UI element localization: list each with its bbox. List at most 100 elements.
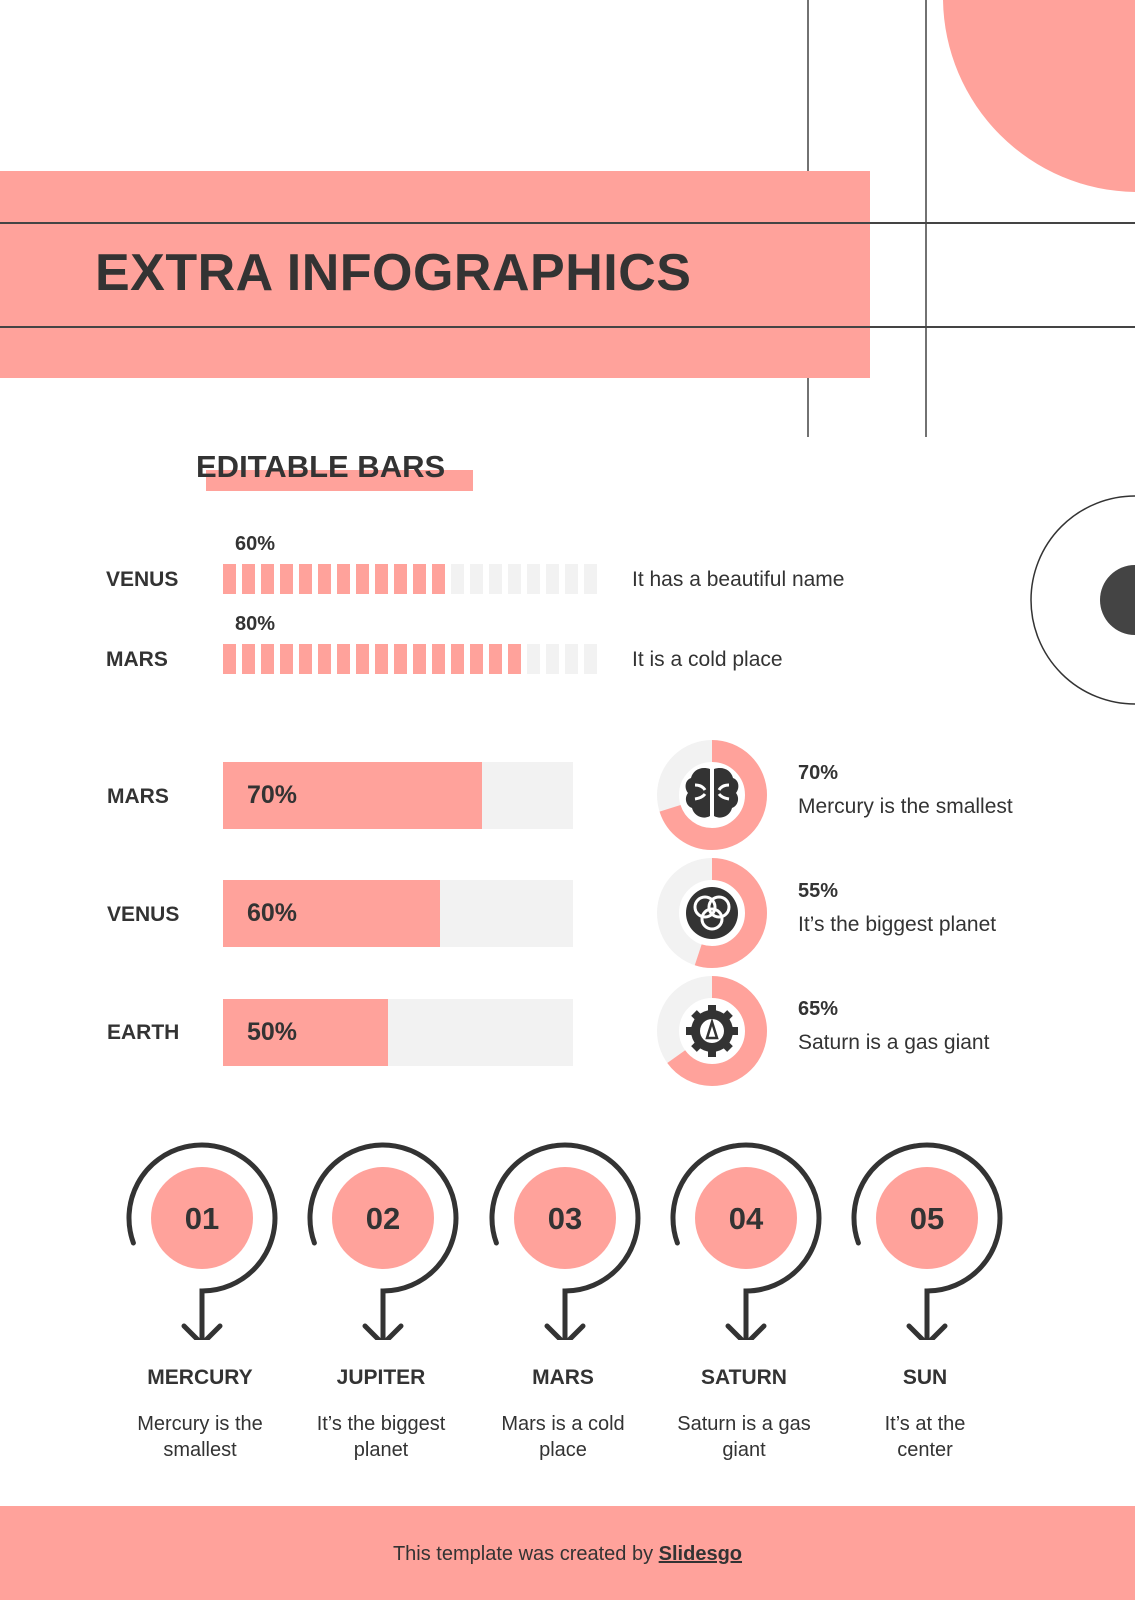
page-title: EXTRA INFOGRAPHICS xyxy=(95,244,692,302)
step-description: Mars is a cold xyxy=(501,1413,625,1435)
segment-bar-percent: 60% xyxy=(235,533,276,555)
donut-arc xyxy=(657,858,767,968)
bar-segment xyxy=(451,564,464,594)
progress-bar-fill xyxy=(223,880,440,947)
step-number: 04 xyxy=(729,1201,764,1236)
steps-graphic: 01 02 03 04 05 xyxy=(126,1142,1003,1340)
donut-percent: 70% xyxy=(798,762,839,784)
step-arrow-icon: 04 xyxy=(670,1142,822,1340)
step-title: SUN xyxy=(902,1366,948,1389)
step-number-circle xyxy=(332,1167,434,1269)
step-description: Mercury is the xyxy=(137,1413,263,1435)
segment-bar-track xyxy=(223,644,597,674)
divider xyxy=(0,222,1135,224)
bar-segment xyxy=(299,564,312,594)
bar-segment xyxy=(299,644,312,674)
bar-segment xyxy=(546,564,559,594)
bar-segment xyxy=(242,564,255,594)
bar-segment xyxy=(394,644,407,674)
bar-segment xyxy=(584,644,597,674)
bar-segment xyxy=(337,644,350,674)
footer-text: This template was created by Slidesgo xyxy=(0,1543,1135,1566)
slidesgo-link[interactable]: Slidesgo xyxy=(658,1543,743,1565)
progress-bar: 70% xyxy=(223,762,573,829)
step-number: 02 xyxy=(366,1201,400,1236)
gear-icon xyxy=(686,1005,738,1057)
quarter-circle-decoration xyxy=(943,0,1135,192)
step-number-circle xyxy=(695,1167,797,1269)
step-description: center xyxy=(897,1439,953,1461)
divider xyxy=(0,326,1135,328)
step-arrow-icon: 05 xyxy=(851,1142,1003,1340)
bar-segment xyxy=(413,564,426,594)
step-title: MARS xyxy=(532,1366,594,1389)
segment-bar-track xyxy=(223,564,597,594)
bar-segment xyxy=(356,644,369,674)
bar-segment xyxy=(223,564,236,594)
step-number: 01 xyxy=(185,1201,219,1236)
bar-segment xyxy=(261,564,274,594)
venn-icon xyxy=(686,887,738,939)
segment-bar-percent: 80% xyxy=(235,613,276,635)
donut-chart xyxy=(657,976,767,1086)
bar-segment xyxy=(280,564,293,594)
step-number: 03 xyxy=(548,1201,582,1236)
bar-segment xyxy=(375,564,388,594)
bar-segment xyxy=(527,564,540,594)
progress-bar-fill xyxy=(223,762,482,829)
donut-description: Saturn is a gas giant xyxy=(798,1031,990,1054)
bar-segment xyxy=(565,644,578,674)
step-arrow-icon: 01 xyxy=(126,1142,278,1340)
bar-segment xyxy=(394,564,407,594)
bar-segment xyxy=(242,644,255,674)
brain-icon xyxy=(685,768,739,818)
title-band xyxy=(0,171,870,378)
step-description: It’s at the xyxy=(884,1413,966,1435)
step-description: It’s the biggest xyxy=(316,1413,446,1435)
donut-arc xyxy=(657,976,767,1086)
bar-segment xyxy=(470,644,483,674)
step-title: JUPITER xyxy=(336,1366,426,1389)
outline-circle-decoration xyxy=(1030,495,1135,705)
progress-bar-fill xyxy=(223,999,388,1066)
step-description: planet xyxy=(353,1439,409,1461)
bar-segment xyxy=(489,564,502,594)
donut-chart xyxy=(657,858,767,968)
step-title: SATURN xyxy=(701,1366,787,1389)
step-number-circle xyxy=(514,1167,616,1269)
donut-description: Mercury is the smallest xyxy=(798,795,1013,818)
section-subtitle: EDITABLE BARS xyxy=(196,449,446,484)
step-number-circle xyxy=(876,1167,978,1269)
bar-segment xyxy=(223,644,236,674)
bar-segment xyxy=(508,564,521,594)
step-arrow-icon: 03 xyxy=(489,1142,641,1340)
bar-segment xyxy=(565,564,578,594)
bar-segment xyxy=(527,644,540,674)
subtitle-underline xyxy=(206,470,473,491)
bar-segment xyxy=(546,644,559,674)
progress-bar: 50% xyxy=(223,999,573,1066)
bar-segment xyxy=(413,644,426,674)
bar-segment xyxy=(584,564,597,594)
bar-segment xyxy=(375,644,388,674)
segment-bar-description: It has a beautiful name xyxy=(632,568,845,591)
bar-segment xyxy=(261,644,274,674)
bar-segment xyxy=(489,644,502,674)
step-description: place xyxy=(539,1439,587,1461)
progress-bar-value: 50% xyxy=(247,1018,298,1046)
segment-bar-description: It is a cold place xyxy=(632,648,783,671)
bar-segment xyxy=(318,564,331,594)
donut-percent: 55% xyxy=(798,880,839,902)
progress-bar-label: EARTH xyxy=(107,1021,180,1044)
step-description: giant xyxy=(722,1439,766,1461)
footer xyxy=(0,1506,1135,1600)
bar-segment xyxy=(508,644,521,674)
step-number: 05 xyxy=(910,1201,944,1236)
donut-description: It’s the biggest planet xyxy=(798,913,997,936)
step-arrow-icon: 02 xyxy=(307,1142,459,1340)
bar-segment xyxy=(470,564,483,594)
bar-segment xyxy=(337,564,350,594)
bar-segment xyxy=(318,644,331,674)
bar-segment xyxy=(451,644,464,674)
dot-decoration xyxy=(1100,565,1135,635)
